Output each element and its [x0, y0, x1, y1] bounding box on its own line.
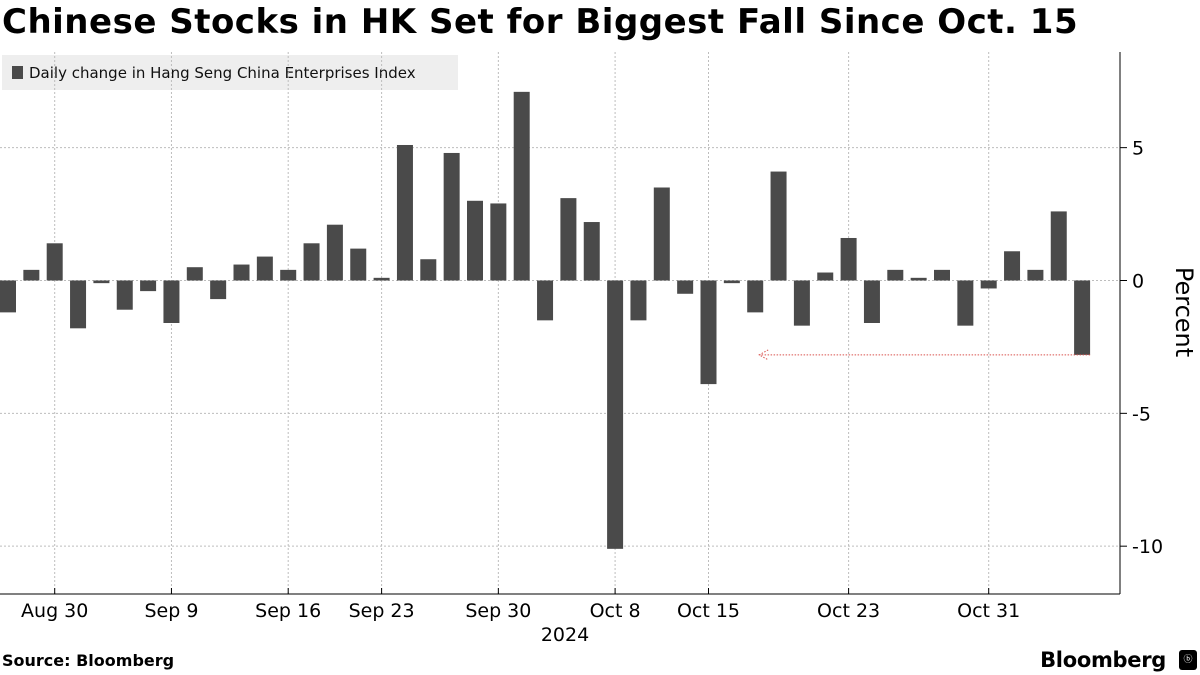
x-tick-label: Oct 15 [677, 600, 740, 622]
bar [957, 280, 974, 326]
source-note: Source: Bloomberg [2, 651, 175, 670]
brand-logo: Bloomberg [1040, 648, 1166, 672]
x-tick-label: Sep 30 [465, 600, 531, 622]
bar [793, 280, 810, 326]
bar [116, 280, 133, 310]
x-tick-label: Oct 23 [817, 600, 880, 622]
bar [467, 200, 483, 281]
bar [280, 269, 297, 281]
y-tick-label: 0 [1132, 270, 1144, 292]
bar [326, 224, 343, 281]
bar [653, 187, 670, 281]
bar [583, 222, 600, 281]
y-tick-label: -5 [1132, 403, 1151, 425]
x-tick-label: Sep 16 [255, 600, 321, 622]
bar [863, 280, 880, 323]
legend-swatch [12, 66, 23, 79]
bar [420, 259, 437, 281]
y-tick-label: -10 [1132, 536, 1163, 558]
bar [934, 269, 950, 281]
bar [817, 272, 834, 281]
bar [537, 280, 554, 321]
x-year-label: 2024 [541, 624, 589, 646]
bar [93, 280, 110, 284]
chart-title: Chinese Stocks in HK Set for Biggest Fal… [2, 2, 1079, 42]
bar [210, 280, 227, 300]
bar [677, 280, 694, 294]
bar [186, 267, 203, 281]
bar [46, 243, 63, 281]
bar [490, 203, 507, 281]
bar [70, 280, 87, 329]
bar [607, 280, 624, 549]
bar [560, 198, 577, 281]
annotation-arrow-head [758, 349, 769, 361]
bar [630, 280, 647, 321]
brand-badge-icon: ⓑ [1179, 650, 1197, 670]
bar [396, 144, 413, 281]
bar [303, 243, 320, 281]
bar [747, 280, 764, 313]
x-tick-label: Oct 31 [957, 600, 1020, 622]
y-axis-label: Percent [1170, 267, 1198, 357]
bar [0, 280, 16, 313]
x-tick-label: Aug 30 [21, 600, 88, 622]
y-tick-label: 5 [1132, 138, 1144, 160]
bar [910, 277, 927, 281]
bar [513, 91, 530, 281]
x-tick-label: Sep 9 [144, 600, 198, 622]
x-tick-label: Sep 23 [349, 600, 415, 622]
bar [1050, 211, 1067, 281]
bar [980, 280, 997, 289]
bar [840, 237, 857, 281]
bar [373, 277, 390, 281]
bar [1027, 269, 1044, 281]
bar [723, 280, 740, 284]
bar [887, 269, 904, 281]
bar [140, 280, 157, 292]
bar [233, 264, 250, 281]
bar [770, 171, 787, 281]
bar [1004, 251, 1021, 281]
bar [23, 269, 40, 281]
bar [1074, 280, 1091, 355]
bar [700, 280, 717, 385]
bar [443, 152, 460, 281]
legend-label: Daily change in Hang Seng China Enterpri… [29, 63, 416, 82]
bar [163, 280, 180, 323]
bar [350, 248, 367, 281]
bar [256, 256, 273, 281]
x-tick-label: Oct 8 [590, 600, 641, 622]
